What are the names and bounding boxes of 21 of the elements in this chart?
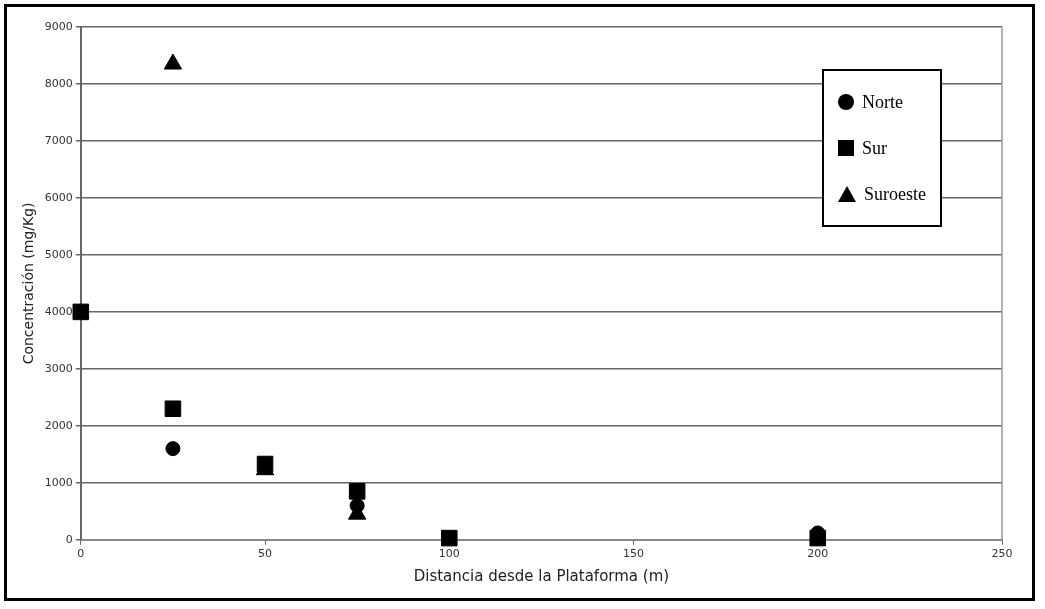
y-tick-label: 6000	[44, 190, 73, 204]
x-tick-label: 250	[991, 547, 1013, 561]
legend-label: Norte	[862, 91, 903, 113]
y-tick-label: 9000	[44, 19, 73, 33]
x-axis-title: Distancia desde la Plataforma (m)	[413, 566, 670, 585]
y-axis-title: Concentración (mg/Kg)	[20, 202, 37, 365]
x-tick-label: 100	[438, 547, 460, 561]
y-tick-label: 4000	[44, 304, 73, 318]
y-tick-label: 7000	[44, 133, 73, 147]
legend-label: Suroeste	[864, 183, 926, 205]
x-tick-label: 200	[807, 547, 829, 561]
x-tick-label: 0	[77, 547, 85, 561]
y-tick-label: 8000	[44, 76, 73, 90]
y-tick-label: 5000	[44, 247, 73, 261]
y-tick-label: 1000	[44, 475, 73, 489]
x-tick-label: 150	[623, 547, 645, 561]
legend-label: Sur	[862, 137, 888, 159]
y-tick-label: 3000	[44, 361, 73, 375]
y-tick-label: 2000	[44, 418, 73, 432]
y-tick-label: 0	[65, 532, 73, 546]
x-tick-label: 50	[258, 547, 273, 561]
